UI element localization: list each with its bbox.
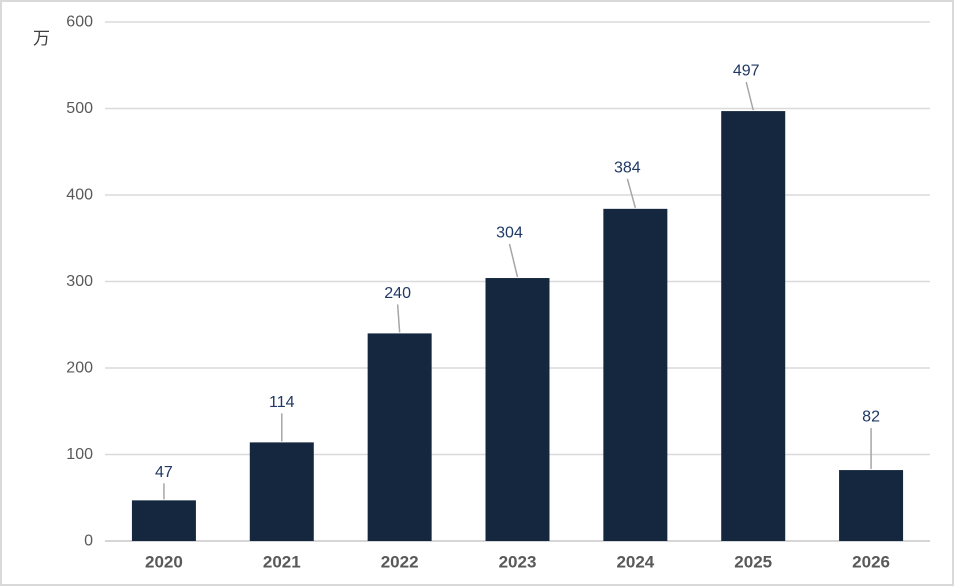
- bar-2026: [839, 470, 904, 541]
- y-tick-label-600: 600: [66, 14, 93, 31]
- y-axis-unit-label: 万: [33, 29, 50, 48]
- data-label-2020: 47: [155, 464, 173, 481]
- y-tick-label-300: 300: [66, 273, 93, 290]
- y-tick-label-500: 500: [66, 100, 93, 117]
- y-tick-label-400: 400: [66, 187, 93, 204]
- bar-2020: [131, 500, 196, 541]
- x-axis-label-2023: 2023: [499, 553, 537, 572]
- x-axis-label-2026: 2026: [852, 553, 890, 572]
- data-label-2022: 240: [384, 285, 411, 302]
- x-axis-label-2025: 2025: [734, 553, 772, 572]
- bar-2021: [249, 442, 314, 541]
- y-tick-label-100: 100: [66, 446, 93, 463]
- x-axis-label-2021: 2021: [263, 553, 301, 572]
- leader-line-2023: [508, 243, 519, 278]
- data-label-2023: 304: [496, 225, 523, 242]
- x-axis-label-2020: 2020: [145, 553, 183, 572]
- data-label-2026: 82: [862, 409, 880, 426]
- y-tick-label-0: 0: [84, 533, 93, 550]
- bar-2025: [721, 111, 786, 541]
- data-label-2024: 384: [614, 159, 641, 176]
- leader-line-2022: [396, 304, 401, 333]
- x-axis-label-2024: 2024: [616, 553, 654, 572]
- data-label-2025: 497: [733, 63, 760, 80]
- leader-line-2025: [745, 81, 754, 111]
- data-label-2021: 114: [269, 394, 295, 411]
- leader-line-2024: [626, 178, 637, 209]
- bar-2022: [367, 333, 432, 541]
- x-axis-label-2022: 2022: [381, 553, 419, 572]
- bar-2024: [603, 208, 668, 541]
- bar-2023: [485, 278, 550, 541]
- y-tick-label-200: 200: [66, 360, 93, 377]
